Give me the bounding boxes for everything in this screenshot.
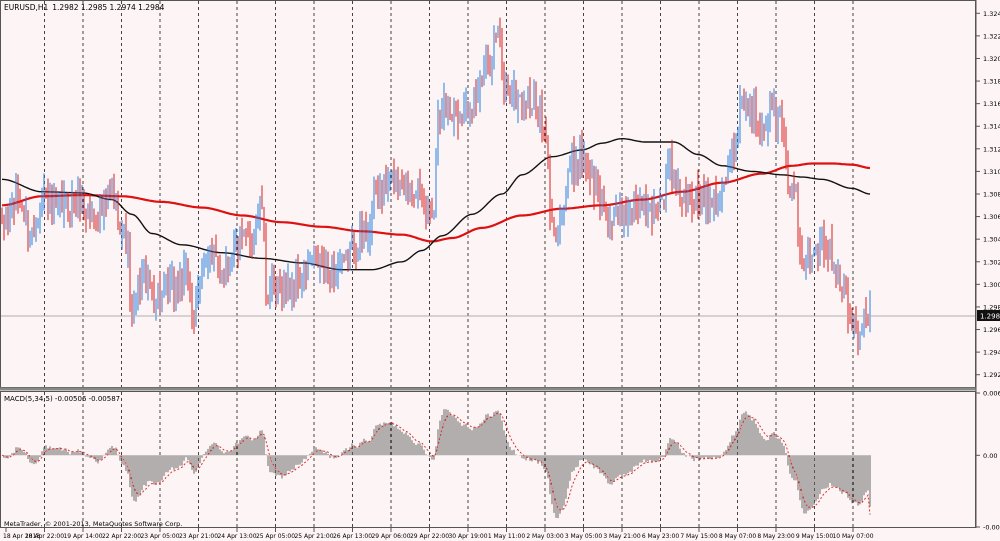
- time-tick-label: 3 May 21:00: [603, 533, 641, 540]
- time-tick-label: 10 May 07:00: [832, 533, 873, 540]
- price-tick-label: 1.3205: [983, 55, 1000, 63]
- moving-averages: [1, 138, 871, 271]
- price-tick-label: 1.3185: [983, 78, 1000, 86]
- price-axis: 1.3245 1.3225 1.3205 1.3185 1.3165 1.3145 1.31…: [976, 10, 1000, 379]
- time-tick-label: 24 Apr 13:00: [217, 533, 256, 540]
- time-tick-label: 25 Apr 21:00: [294, 533, 333, 540]
- price-tick-label: 1.3165: [983, 100, 1000, 108]
- price-tick-label: 1.3145: [983, 123, 1000, 131]
- slow-moving-average-line: [1, 162, 871, 243]
- time-tick-label: 3 May 05:00: [565, 533, 603, 540]
- price-tick-label: 1.3085: [983, 191, 1000, 199]
- macd-histogram[interactable]: [1, 409, 871, 519]
- price-tick-label: 1.3245: [983, 10, 1000, 18]
- time-tick-label: 22 Apr 22:00: [102, 533, 141, 540]
- symbol-label: EURUSD,H1 1.2982 1.2985 1.2974 1.2984: [4, 3, 165, 12]
- current-price-label: 1.2984: [980, 313, 1000, 321]
- copyright-text: MetaTrader, © 2001-2013, MetaQuotes Soft…: [4, 520, 182, 528]
- price-tick-label: 1.2985: [983, 303, 1000, 311]
- price-candles[interactable]: [1, 17, 871, 356]
- price-tick-label: 1.2945: [983, 349, 1000, 357]
- time-tick-label: 29 Apr 22:00: [410, 533, 449, 540]
- time-tick-label: 26 Apr 13:00: [333, 533, 372, 540]
- macd-label: MACD(5,34,5) -0.00506 -0.00587: [4, 395, 120, 403]
- time-tick-label: 2 May 03:00: [526, 533, 564, 540]
- macd-tick-label: -0.00708: [983, 524, 1000, 532]
- time-tick-label: 8 May 07:00: [719, 533, 757, 540]
- macd-axis: 0.00615 0.00 -0.00708: [976, 390, 1000, 532]
- time-tick-label: 18 Apr 2013: [3, 533, 40, 540]
- time-tick-label: 25 Apr 05:00: [256, 533, 295, 540]
- price-tick-label: 1.3225: [983, 32, 1000, 40]
- time-tick-label: 1 May 11:00: [488, 533, 526, 540]
- price-tick-label: 1.3045: [983, 236, 1000, 244]
- time-tick-label: 19 Apr 14:00: [63, 533, 102, 540]
- price-tick-label: 1.3065: [983, 213, 1000, 221]
- price-tick-label: 1.3125: [983, 145, 1000, 153]
- time-tick-label: 9 May 15:00: [796, 533, 834, 540]
- current-price-badge: [977, 310, 1000, 321]
- fast-moving-average-line: [1, 138, 871, 271]
- time-tick-label: 23 Apr 21:00: [179, 533, 218, 540]
- macd-signal-line: [1, 412, 871, 515]
- time-tick-label: 30 Apr 19:00: [448, 533, 487, 540]
- time-tick-label: 18 Apr 22:00: [25, 533, 64, 540]
- price-tick-label: 1.3005: [983, 281, 1000, 289]
- time-tick-label: 7 May 15:00: [680, 533, 718, 540]
- price-tick-label: 1.3025: [983, 258, 1000, 266]
- time-tick-label: 8 May 23:00: [757, 533, 795, 540]
- macd-tick-label: 0.00: [983, 452, 997, 460]
- price-tick-label: 1.2925: [983, 371, 1000, 379]
- time-tick-label: 29 Apr 06:00: [371, 533, 410, 540]
- macd-tick-label: 0.00615: [983, 390, 1000, 398]
- time-tick-label: 23 Apr 05:00: [140, 533, 179, 540]
- price-tick-label: 1.3105: [983, 168, 1000, 176]
- time-tick-label: 6 May 23:00: [642, 533, 680, 540]
- price-tick-label: 1.2965: [983, 326, 1000, 334]
